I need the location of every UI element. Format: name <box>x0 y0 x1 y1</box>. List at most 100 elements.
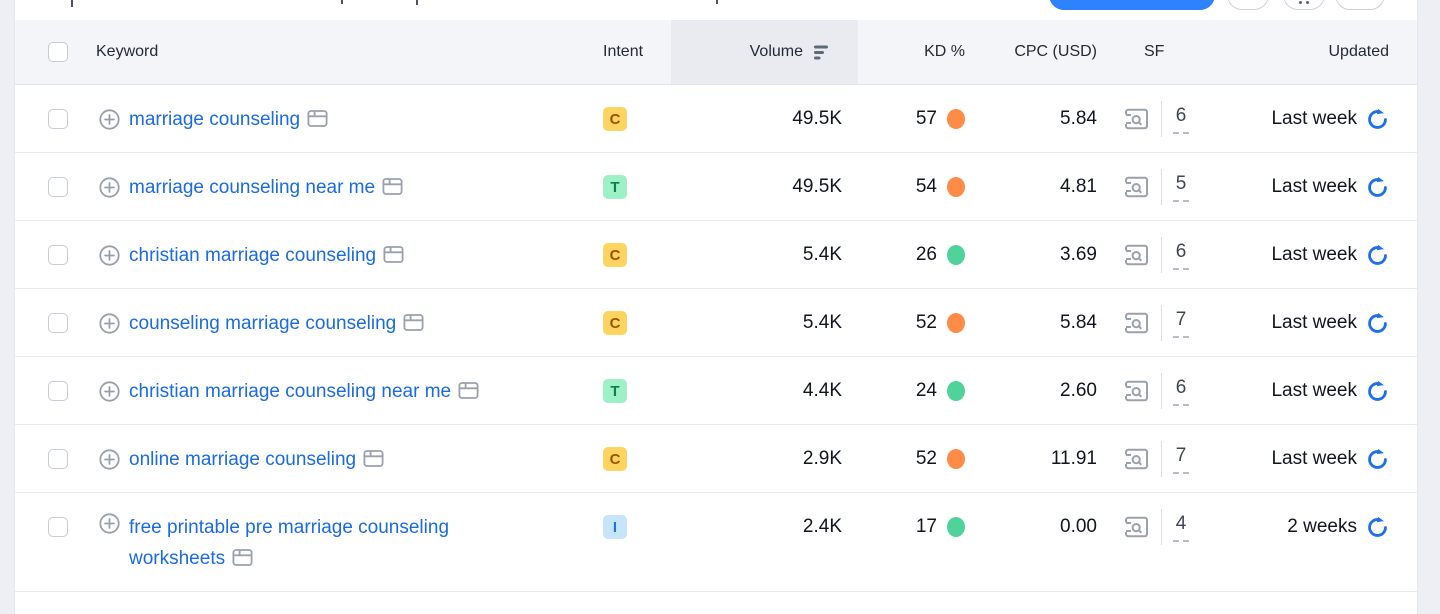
row-checkbox[interactable] <box>48 109 68 129</box>
table-row: christian marriage counseling near me T … <box>15 357 1417 425</box>
kd-value: 54 <box>915 176 937 197</box>
keyword-link[interactable]: marriage counseling <box>129 104 328 135</box>
kd-value: 26 <box>915 244 937 265</box>
serp-features-icon[interactable] <box>1123 153 1150 221</box>
kd-value: 52 <box>915 312 937 333</box>
cell-divider <box>1161 169 1162 205</box>
add-keyword-icon[interactable] <box>98 176 121 199</box>
table-row: marriage counseling near me T 49.5K 54 4… <box>15 153 1417 221</box>
row-checkbox[interactable] <box>48 449 68 469</box>
keyword-link[interactable]: online marriage counseling <box>129 444 384 475</box>
intent-badge: C <box>603 243 627 267</box>
cell-divider <box>1161 305 1162 341</box>
toolbar-icon-button-1[interactable] <box>1227 0 1269 10</box>
refresh-metrics-icon[interactable] <box>1366 108 1389 131</box>
kd-difficulty-dot <box>947 245 965 265</box>
keyword-link[interactable]: marriage counseling near me <box>129 172 403 203</box>
row-checkbox[interactable] <box>48 177 68 197</box>
select-all-checkbox[interactable] <box>48 42 68 62</box>
volume-value: 4.4K <box>802 380 842 401</box>
updated-value: Last week <box>1271 176 1357 197</box>
keyword-link[interactable]: counseling marriage counseling <box>129 308 424 339</box>
sf-count-link[interactable]: 4 <box>1172 513 1190 542</box>
row-checkbox[interactable] <box>48 245 68 265</box>
refresh-metrics-icon[interactable] <box>1366 448 1389 471</box>
serp-features-icon[interactable] <box>1123 357 1150 425</box>
cpc-value: 2.60 <box>1060 380 1097 401</box>
cpc-value: 4.81 <box>1060 176 1097 197</box>
toolbar-icon-button-2[interactable] <box>1283 0 1325 10</box>
cell-divider <box>1161 101 1162 137</box>
serp-features-icon[interactable] <box>1123 493 1150 561</box>
sf-count-link[interactable]: 6 <box>1172 105 1190 134</box>
table-row: online marriage counseling C 2.9K 52 11.… <box>15 425 1417 493</box>
serp-features-icon[interactable] <box>1123 289 1150 357</box>
kd-difficulty-dot <box>947 517 965 537</box>
refresh-metrics-icon[interactable] <box>1366 380 1389 403</box>
updated-value: Last week <box>1271 380 1357 401</box>
cpc-value: 5.84 <box>1060 108 1097 129</box>
cutoff-glyph <box>416 0 418 5</box>
sf-count-link[interactable]: 5 <box>1172 173 1190 202</box>
refresh-metrics-icon[interactable] <box>1366 176 1389 199</box>
table-row: free printable pre marriage counseling w… <box>15 493 1417 592</box>
add-keyword-icon[interactable] <box>98 448 121 471</box>
add-keyword-icon[interactable] <box>98 380 121 403</box>
intent-badge: T <box>603 175 627 199</box>
column-header-volume[interactable]: Volume <box>671 20 858 84</box>
serp-preview-icon[interactable] <box>232 548 253 567</box>
serp-preview-icon[interactable] <box>363 449 384 468</box>
keyword-table-card: Keyword Intent Volume KD % CPC (USD) SF … <box>14 0 1418 614</box>
column-header-keyword: Keyword <box>96 43 159 60</box>
cpc-value: 11.91 <box>1050 448 1097 469</box>
add-keyword-icon[interactable] <box>98 244 121 267</box>
row-checkbox[interactable] <box>48 381 68 401</box>
add-keyword-icon[interactable] <box>98 312 121 335</box>
sf-count-link[interactable]: 7 <box>1172 309 1190 338</box>
table-body: marriage counseling C 49.5K 57 5.84 6 La… <box>15 85 1417 592</box>
row-checkbox[interactable] <box>48 517 68 537</box>
intent-badge: C <box>603 311 627 335</box>
keyword-link[interactable]: christian marriage counseling near me <box>129 376 479 407</box>
serp-features-icon[interactable] <box>1123 425 1150 493</box>
kd-difficulty-dot <box>947 313 965 333</box>
table-header: Keyword Intent Volume KD % CPC (USD) SF … <box>15 20 1417 85</box>
row-checkbox[interactable] <box>48 313 68 333</box>
serp-preview-icon[interactable] <box>382 177 403 196</box>
serp-preview-icon[interactable] <box>383 245 404 264</box>
column-header-cpc[interactable]: CPC (USD) <box>1014 43 1097 60</box>
refresh-metrics-icon[interactable] <box>1366 516 1389 539</box>
add-keyword-icon[interactable] <box>98 108 121 131</box>
serp-preview-icon[interactable] <box>458 381 479 400</box>
serp-features-icon[interactable] <box>1123 221 1150 289</box>
updated-value: Last week <box>1271 244 1357 265</box>
serp-features-icon[interactable] <box>1123 85 1150 153</box>
primary-action-button[interactable] <box>1049 0 1215 10</box>
kd-value: 17 <box>915 516 937 537</box>
kd-difficulty-dot <box>947 109 965 129</box>
add-keyword-icon[interactable] <box>98 512 121 535</box>
cell-divider <box>1161 509 1162 545</box>
volume-value: 2.4K <box>802 516 842 537</box>
kd-difficulty-dot <box>947 177 965 197</box>
keyword-link[interactable]: christian marriage counseling <box>129 240 404 271</box>
toolbar-icon-button-3[interactable] <box>1335 0 1385 10</box>
keyword-link[interactable]: free printable pre marriage counseling w… <box>129 517 450 569</box>
refresh-metrics-icon[interactable] <box>1366 312 1389 335</box>
intent-badge: T <box>603 379 627 403</box>
cutoff-glyph <box>341 0 343 4</box>
kd-value: 57 <box>915 108 937 129</box>
volume-value: 5.4K <box>802 312 842 333</box>
volume-value: 2.9K <box>802 448 842 469</box>
table-row: christian marriage counseling C 5.4K 26 … <box>15 221 1417 289</box>
sf-count-link[interactable]: 7 <box>1172 445 1190 474</box>
updated-value: Last week <box>1271 312 1357 333</box>
serp-preview-icon[interactable] <box>307 109 328 128</box>
serp-preview-icon[interactable] <box>403 313 424 332</box>
column-header-updated[interactable]: Updated <box>1328 43 1390 60</box>
sf-count-link[interactable]: 6 <box>1172 241 1190 270</box>
volume-value: 5.4K <box>802 244 842 265</box>
column-header-kd[interactable]: KD % <box>924 43 965 60</box>
sf-count-link[interactable]: 6 <box>1172 377 1190 406</box>
refresh-metrics-icon[interactable] <box>1366 244 1389 267</box>
